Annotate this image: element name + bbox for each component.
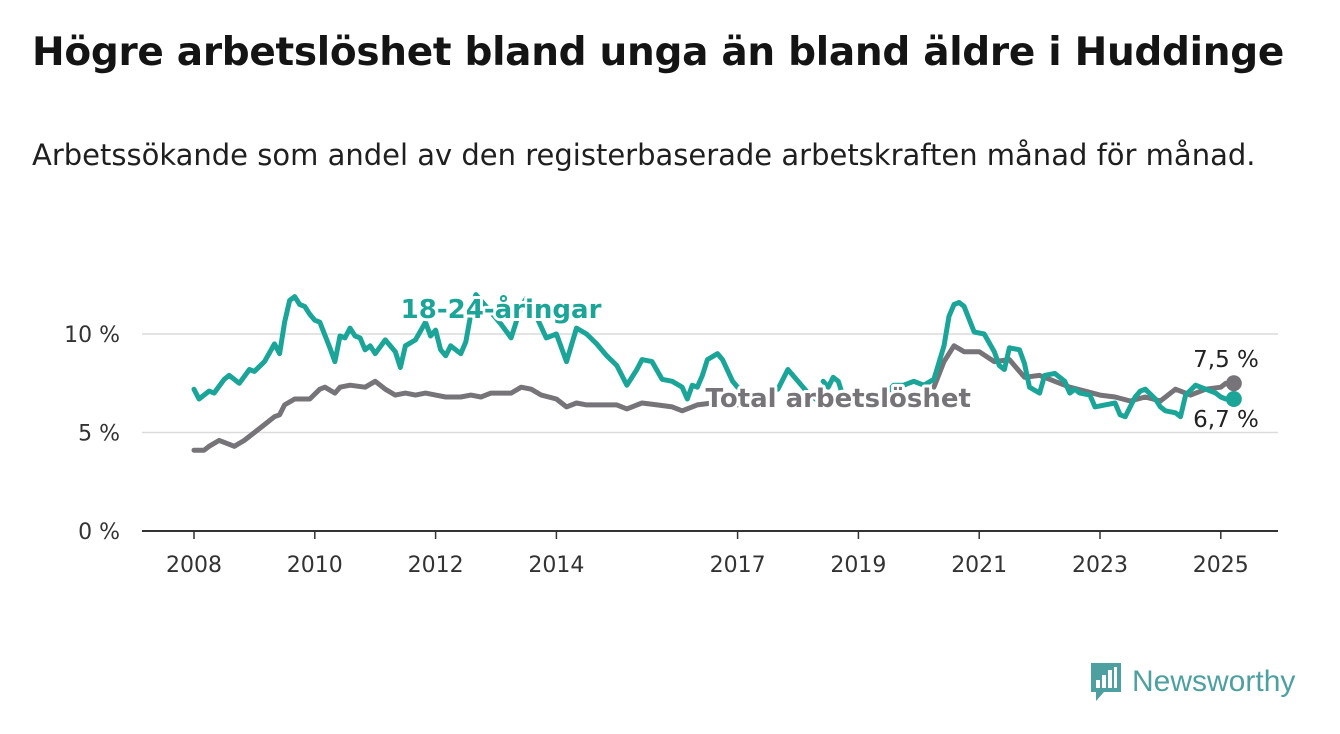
series-labels: 7,5 %6,7 %18-24-åringar18-24-åringarTota… [398,290,1259,433]
series-label-halo-0: 18-24-åringar [401,293,602,325]
x-tick-label-2008: 2008 [166,553,222,578]
end-point-total [1225,375,1242,392]
chart-subtitle: Arbetssökande som andel av den registerb… [32,138,1256,172]
series-line-youth-segment-2 [775,367,821,404]
x-tick-label-2021: 2021 [951,553,1007,578]
series-lines [191,292,1242,453]
gridlines [142,333,1278,532]
x-tick-label-2025: 2025 [1193,553,1249,578]
series-line-youth-segment-4 [881,300,1229,420]
x-tick-label-2023: 2023 [1072,553,1128,578]
x-tick-label-2010: 2010 [287,553,343,578]
y-axis-tick-labels: 0 % 5 % 10 % [64,323,120,545]
y-tick-label-0: 0 % [78,520,120,545]
brand-name: Newsworthy [1132,665,1296,698]
series-label-total: Total arbetslöshet [706,384,971,414]
x-tick-label-2012: 2012 [408,553,464,578]
series-label-halo-1: Total arbetslöshet [706,384,971,414]
series-label-youth: 18-24-åringar [401,293,602,325]
series-line-youth-segment-1 [191,292,741,402]
bar-chart-bubble-icon [1091,663,1121,701]
end-label-youth: 6,7 % [1193,407,1259,433]
x-tick-label-2014: 2014 [528,553,584,578]
y-tick-label-5: 5 % [78,422,120,447]
y-tick-label-10: 10 % [64,323,120,348]
series-line-total-segment-1 [191,378,741,453]
x-tick-label-2019: 2019 [830,553,886,578]
x-tick-label-2017: 2017 [710,553,766,578]
chart-title: Högre arbetslöshet bland unga än bland ä… [32,30,1284,75]
end-point-youth [1225,391,1242,408]
series-line-youth-segment-3 [820,374,846,400]
end-label-total: 7,5 % [1193,347,1259,373]
newsworthy-logo: Newsworthy [1088,660,1295,704]
x-axis-tick-labels: 2008 2010 2012 2014 2017 2019 2021 2023 2025 [166,531,1249,578]
